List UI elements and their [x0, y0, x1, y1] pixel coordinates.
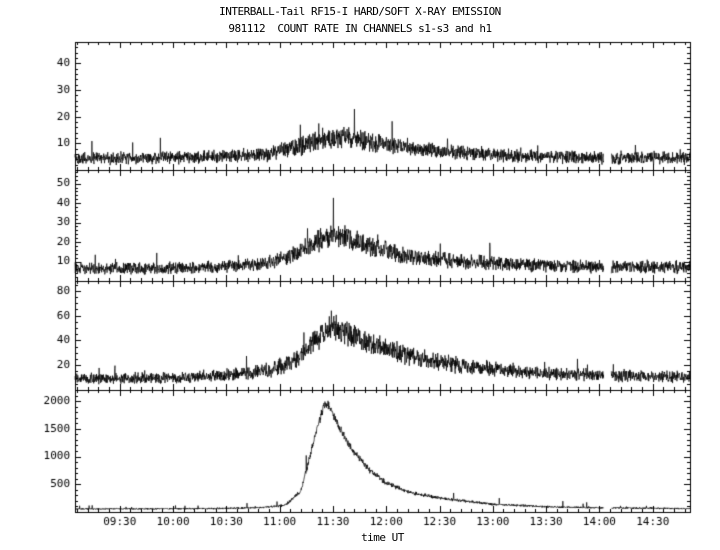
chart-title: INTERBALL-Tail RF15-I HARD/SOFT X-RAY EM…: [219, 5, 501, 18]
x-axis-label: time UT: [361, 531, 404, 544]
chart-subtitle: 981112 COUNT RATE IN CHANNELS s1-s3 and …: [228, 22, 492, 35]
